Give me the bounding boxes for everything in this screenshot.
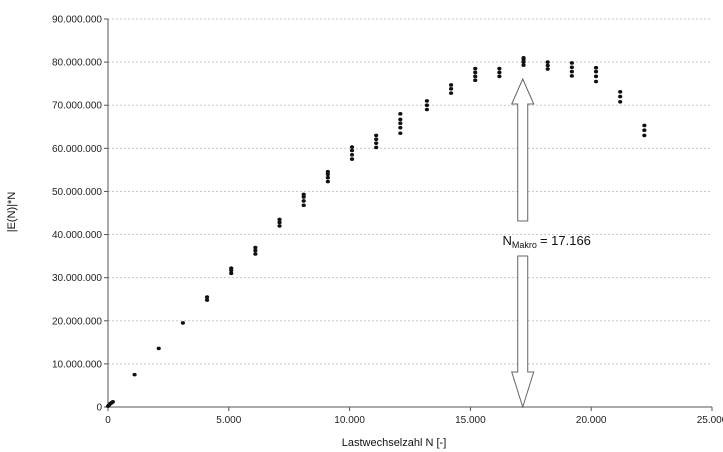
data-point-67 <box>593 65 599 70</box>
data-point-56 <box>521 56 526 60</box>
data-point-4 <box>110 400 115 404</box>
data-point-27 <box>349 157 355 161</box>
x-axis-ticks: 0 5.000 10.000 15.000 20.000 25.000 <box>105 407 723 426</box>
data-point-54 <box>521 60 526 64</box>
data-point-60 <box>569 74 574 78</box>
y-tick-label-3: 30.000.000 <box>52 273 102 284</box>
data-point-72 <box>642 128 647 133</box>
data-point-20 <box>301 199 306 203</box>
data-point-65 <box>593 74 599 79</box>
data-point-18 <box>277 217 282 222</box>
data-point-44 <box>448 87 454 91</box>
data-point-62 <box>569 65 574 70</box>
data-point-24 <box>325 175 330 180</box>
y-tick-label-1: 10.000.000 <box>52 359 102 370</box>
y-tick-label-2: 20.000.000 <box>52 316 102 327</box>
data-point-66 <box>593 69 599 74</box>
data-point-63 <box>569 61 574 65</box>
annotation-arrow-down <box>511 255 535 409</box>
y-axis-ticks: 0 10.000.000 20.000.000 30.000.000 40.000.00… <box>52 15 108 414</box>
data-point-45 <box>448 83 454 87</box>
data-point-73 <box>642 123 647 128</box>
data-points <box>105 56 647 408</box>
x-tick-label-2: 10.000 <box>334 415 365 426</box>
data-point-7 <box>180 321 185 325</box>
data-point-12 <box>229 266 234 270</box>
data-point-70 <box>618 90 623 94</box>
annotation-label-value: = 17.166 <box>540 233 591 248</box>
x-axis-title: Lastwechselzahl N [-] <box>342 437 447 449</box>
data-point-50 <box>497 74 502 79</box>
y-tick-label-8: 80.000.000 <box>52 58 102 69</box>
data-point-47 <box>473 74 478 79</box>
data-point-34 <box>374 133 379 138</box>
data-point-48 <box>473 70 478 75</box>
data-point-46 <box>473 78 478 83</box>
data-point-41 <box>424 103 430 108</box>
plot-frame <box>107 19 712 408</box>
y-tick-label-9: 90.000.000 <box>52 15 102 26</box>
y-tick-label-0: 0 <box>96 403 102 414</box>
data-point-10 <box>229 271 234 276</box>
data-point-35 <box>398 131 403 136</box>
annotation-arrow-up <box>510 77 535 222</box>
x-tick-label-5: 25.000 <box>697 415 723 426</box>
data-point-9 <box>204 295 210 299</box>
data-point-8 <box>204 298 210 302</box>
data-point-64 <box>593 79 599 84</box>
data-point-25 <box>325 172 330 176</box>
data-point-36 <box>398 125 403 130</box>
y-axis-title: |E(N)|*N <box>6 192 18 233</box>
data-point-19 <box>301 203 306 208</box>
data-point-21 <box>301 195 306 199</box>
data-point-28 <box>349 153 355 157</box>
data-point-43 <box>448 91 454 95</box>
y-tick-label-7: 70.000.000 <box>52 101 102 112</box>
data-point-22 <box>301 192 306 197</box>
y-tick-label-5: 50.000.000 <box>52 187 102 198</box>
annotation-label-n: N <box>503 233 512 248</box>
data-point-16 <box>277 224 282 228</box>
data-point-29 <box>349 148 355 153</box>
gridlines <box>108 18 712 365</box>
data-point-57 <box>545 67 550 71</box>
data-point-15 <box>253 245 258 250</box>
data-point-23 <box>325 179 330 184</box>
y-tick-label-4: 40.000.000 <box>52 230 102 241</box>
annotation-label: NMakro = 17.166 <box>503 233 591 250</box>
data-point-5 <box>132 372 137 377</box>
data-point-40 <box>424 107 430 112</box>
data-point-26 <box>325 169 330 174</box>
data-point-6 <box>156 346 161 351</box>
y-tick-label-6: 60.000.000 <box>52 144 102 155</box>
annotation-label-subscript: Makro <box>512 240 537 250</box>
data-point-58 <box>545 63 550 68</box>
data-point-31 <box>374 145 379 150</box>
x-tick-label-0: 0 <box>105 415 111 426</box>
data-point-13 <box>253 252 258 256</box>
data-point-39 <box>398 112 403 116</box>
data-point-59 <box>545 60 550 64</box>
data-point-17 <box>277 220 282 225</box>
data-point-37 <box>398 121 403 126</box>
x-tick-label-1: 5.000 <box>216 415 241 426</box>
data-point-71 <box>642 133 647 138</box>
annotation-arrows <box>510 77 535 409</box>
data-point-33 <box>374 137 379 142</box>
data-point-14 <box>253 248 258 253</box>
data-point-49 <box>473 66 478 71</box>
x-tick-label-4: 20.000 <box>576 415 607 426</box>
data-point-52 <box>497 66 502 71</box>
x-tick-label-3: 15.000 <box>455 415 486 426</box>
data-point-30 <box>349 145 355 149</box>
data-point-61 <box>569 69 574 74</box>
data-point-68 <box>618 99 623 104</box>
data-point-32 <box>374 141 379 145</box>
data-point-53 <box>521 63 526 67</box>
data-point-42 <box>424 99 430 103</box>
data-point-69 <box>618 94 623 99</box>
data-point-38 <box>398 117 403 122</box>
data-point-51 <box>497 70 502 75</box>
